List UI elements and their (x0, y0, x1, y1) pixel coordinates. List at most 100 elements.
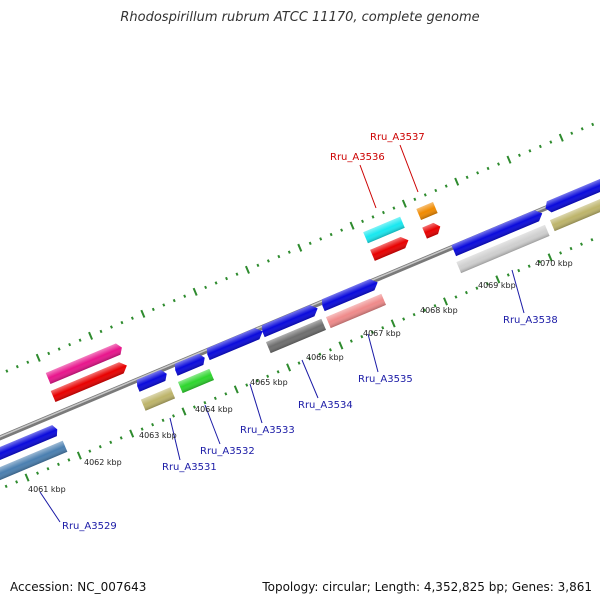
gene-label-a3534[interactable]: Rru_A3534 (298, 400, 353, 411)
minor-tick (192, 405, 196, 409)
major-tick (35, 353, 41, 362)
minor-tick (475, 286, 479, 290)
major-tick (454, 177, 460, 186)
accession-value: NC_007643 (77, 580, 147, 594)
minor-tick (161, 418, 165, 422)
leader-a3536 (359, 164, 377, 209)
topology-value: circular (322, 580, 367, 594)
minor-tick (402, 317, 406, 321)
gene-blue-a3532[interactable] (173, 352, 207, 376)
gene-red-left[interactable] (50, 360, 129, 403)
scale-label: 4066 kbp (306, 353, 344, 362)
gene-red-a3537[interactable] (422, 221, 442, 239)
scale-label: 4061 kbp (28, 485, 66, 494)
minor-tick (569, 246, 573, 251)
genome-stats: Topology: circular; Length: 4,352,825 bp… (262, 580, 592, 594)
gene-red-a3536[interactable] (370, 235, 411, 261)
minor-tick (98, 445, 102, 449)
gene-blue-a3531[interactable] (135, 368, 169, 392)
gene-blue-a3533[interactable] (205, 326, 265, 361)
scale-labels: 4061 kbp 4062 kbp 4063 kbp 4064 kbp 4065… (28, 259, 573, 494)
minor-tick (46, 467, 50, 471)
gene-label-a3531[interactable]: Rru_A3531 (162, 462, 217, 473)
minor-tick (162, 303, 166, 307)
minor-tick (340, 228, 344, 232)
minor-tick (172, 298, 176, 303)
minor-tick (15, 364, 19, 369)
gene-blue-a3538[interactable] (451, 208, 544, 257)
minor-tick (464, 290, 468, 295)
gene-cyan-a3536[interactable] (363, 216, 405, 244)
minor-tick (486, 166, 490, 171)
scale-label: 4065 kbp (250, 378, 288, 387)
gene-green-a3532[interactable] (178, 368, 214, 394)
minor-tick (245, 383, 249, 387)
gene-pink-a3535[interactable] (326, 293, 386, 329)
minor-tick (266, 259, 270, 263)
gene-blue-a3529[interactable] (0, 424, 60, 463)
gene-lightgrey-a3538[interactable] (456, 224, 550, 274)
gene-blue-right[interactable] (543, 178, 600, 214)
leader-a3533 (249, 383, 263, 424)
major-tick (140, 309, 146, 318)
gene-steelblue-a3529[interactable] (0, 440, 68, 482)
major-tick (443, 297, 448, 306)
gene-khaki-a3531[interactable] (140, 387, 176, 411)
scale-label: 4070 kbp (535, 259, 573, 268)
minor-tick (276, 370, 280, 374)
leader-a3538 (511, 269, 525, 314)
gene-label-a3529[interactable]: Rru_A3529 (62, 521, 117, 532)
minor-tick (423, 308, 427, 312)
gene-orange-a3537[interactable] (416, 201, 438, 221)
minor-tick (140, 427, 144, 431)
scale-label: 4064 kbp (195, 405, 233, 414)
gene-magenta[interactable] (45, 342, 124, 385)
gene-label-a3537[interactable]: Rru_A3537 (370, 132, 425, 143)
minor-tick (465, 175, 469, 179)
gene-label-a3535[interactable]: Rru_A3535 (358, 374, 413, 385)
minor-tick (506, 273, 510, 277)
minor-tick (349, 339, 353, 343)
gene-label-a3538[interactable]: Rru_A3538 (503, 315, 558, 326)
minor-tick (434, 188, 438, 193)
minor-tick (454, 295, 458, 299)
leader-lines (39, 144, 525, 523)
major-tick (390, 319, 396, 328)
gene-label-a3536[interactable]: Rru_A3536 (330, 152, 385, 163)
minor-tick (266, 374, 270, 378)
major-tick (558, 133, 564, 142)
leader-a3529 (39, 491, 61, 523)
minor-tick (287, 250, 291, 254)
minor-tick (99, 329, 103, 334)
gene-label-a3532[interactable]: Rru_A3532 (200, 446, 255, 457)
minor-tick (110, 325, 113, 329)
minor-tick (517, 153, 521, 157)
minor-tick (203, 401, 207, 405)
minor-tick (319, 237, 323, 241)
gene-blue-a3535[interactable] (320, 277, 380, 312)
major-tick (192, 287, 198, 296)
minor-tick (130, 316, 134, 320)
scale-label: 4067 kbp (363, 329, 401, 338)
major-tick (506, 155, 512, 164)
minor-tick (412, 312, 416, 317)
gene-label-a3533[interactable]: Rru_A3533 (240, 425, 295, 436)
minor-tick (413, 197, 417, 201)
gene-khaki-right[interactable] (550, 196, 600, 232)
major-tick (401, 199, 407, 208)
gene-grey-a3534[interactable] (266, 318, 326, 354)
leader-a3535 (367, 333, 379, 373)
minor-tick (360, 334, 364, 339)
leader-a3537 (399, 144, 419, 193)
major-tick (24, 473, 30, 482)
gene-blue-a3534[interactable] (260, 303, 320, 338)
minor-tick (151, 307, 155, 312)
outer-tick-track (5, 122, 595, 373)
minor-tick (433, 304, 437, 308)
minor-tick (308, 241, 312, 246)
length-value: 4,352,825 bp (423, 580, 504, 594)
minor-tick (381, 326, 385, 330)
minor-tick (485, 282, 489, 286)
inner-tick-track (4, 232, 600, 489)
